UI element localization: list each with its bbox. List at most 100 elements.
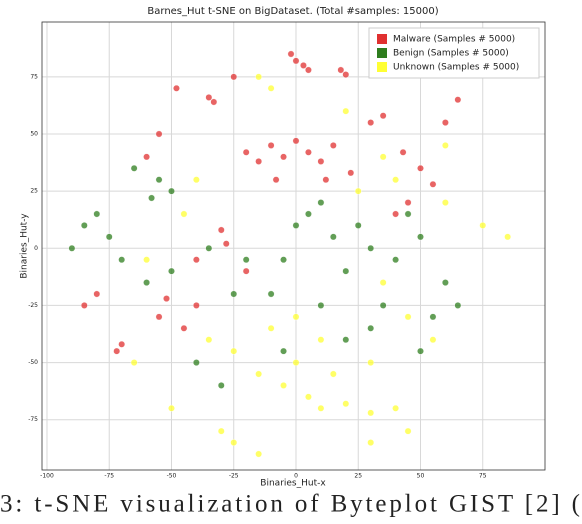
legend-swatch [377, 34, 387, 44]
point [441, 279, 449, 286]
point [399, 148, 407, 156]
point [292, 57, 300, 65]
point [143, 256, 150, 264]
point [255, 73, 263, 81]
point [354, 222, 362, 229]
point [93, 210, 101, 218]
x-tick-label: 0 [294, 473, 298, 480]
point [230, 439, 238, 446]
x-tick-label: -75 [104, 473, 114, 480]
point [342, 336, 350, 344]
point [379, 302, 387, 309]
point [155, 176, 163, 184]
legend-label: Malware (Samples # 5000) [393, 35, 515, 45]
point [105, 233, 113, 241]
point [404, 199, 412, 206]
point [305, 393, 312, 401]
point [280, 256, 287, 264]
point [454, 96, 462, 104]
point [192, 302, 200, 309]
legend-box [368, 27, 540, 79]
point [192, 359, 200, 366]
legend-label: Benign (Samples # 5000) [393, 49, 509, 59]
point [192, 176, 200, 184]
point [317, 158, 325, 165]
y-tick-label: 75 [30, 73, 38, 80]
point [168, 187, 175, 195]
point [379, 279, 387, 286]
point [347, 169, 355, 177]
point [367, 324, 375, 332]
point [80, 302, 88, 309]
point [205, 94, 213, 101]
point [242, 267, 250, 275]
point [322, 176, 330, 184]
point [354, 187, 362, 195]
point [417, 347, 424, 355]
point [168, 404, 175, 412]
y-axis-label: Binaries_Hut-y [20, 213, 30, 279]
point [163, 295, 170, 302]
point [267, 324, 275, 332]
point [367, 119, 375, 126]
point [168, 267, 175, 275]
x-axis-label: Binaries_Hut-x [260, 479, 326, 489]
y-tick-label: 50 [30, 131, 38, 138]
caption: 3: t-SNE visualization of Byteplot GIST … [0, 491, 580, 518]
point [180, 324, 188, 332]
point [392, 256, 399, 264]
point [342, 71, 350, 78]
point [118, 340, 126, 348]
point [80, 222, 88, 229]
point [404, 313, 412, 321]
point [118, 256, 126, 264]
point [429, 180, 437, 188]
point [205, 336, 213, 344]
point [242, 148, 250, 156]
point [217, 226, 225, 234]
point [280, 382, 287, 389]
point [342, 267, 350, 275]
point [242, 256, 250, 264]
point [317, 404, 325, 412]
point [205, 244, 213, 252]
point [404, 427, 412, 435]
point [329, 142, 337, 149]
plot-frame [41, 21, 546, 471]
x-tick-label: -25 [229, 473, 239, 480]
point [280, 153, 287, 161]
y-tick-label: -50 [28, 359, 38, 366]
legend-label: Unknown (Samples # 5000) [393, 63, 519, 73]
point [230, 290, 238, 298]
point [404, 210, 412, 218]
point [148, 194, 155, 202]
point [429, 313, 437, 321]
point [222, 240, 230, 248]
point [93, 290, 101, 298]
point [317, 302, 325, 309]
point [267, 290, 275, 298]
point [342, 400, 350, 408]
point [292, 222, 300, 229]
point [367, 244, 375, 252]
point [392, 210, 399, 218]
point [337, 66, 345, 74]
point [287, 50, 295, 58]
point [454, 302, 462, 309]
y-tick-label: 0 [34, 245, 38, 252]
point [392, 404, 399, 412]
point [317, 336, 325, 344]
point [417, 164, 424, 172]
point [155, 313, 163, 321]
y-tick-label: -75 [28, 416, 38, 423]
x-tick-label: 25 [354, 473, 362, 480]
y-tick-label: -25 [28, 302, 38, 309]
point [173, 84, 180, 92]
point [292, 313, 300, 321]
point [267, 142, 275, 149]
point [130, 164, 138, 172]
point [210, 98, 218, 106]
x-tick-label: 75 [479, 473, 487, 480]
point [305, 148, 312, 156]
